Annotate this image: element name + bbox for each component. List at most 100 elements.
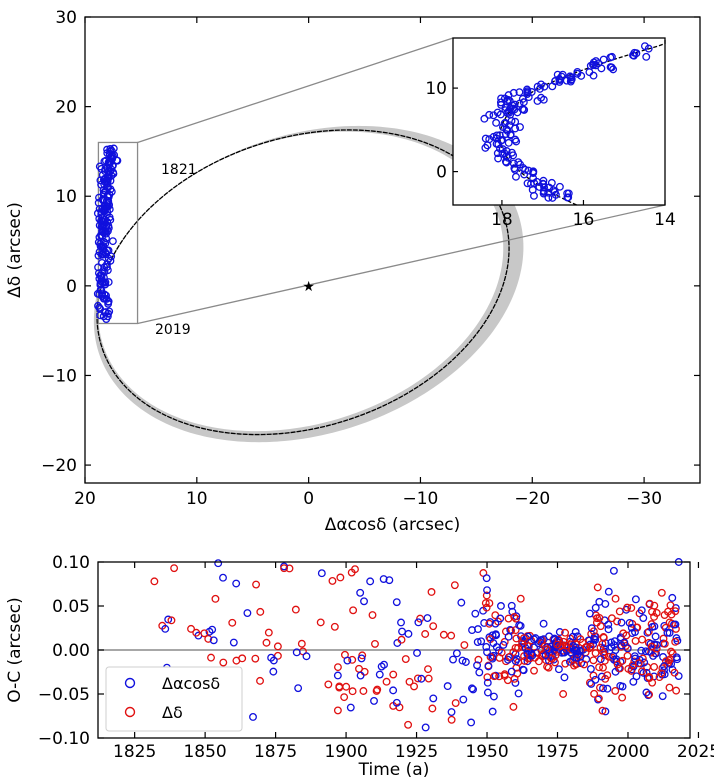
inset-point (509, 104, 518, 113)
residual-point-dec (624, 664, 633, 673)
residual-point-dec (447, 631, 456, 640)
residual-point-dec (590, 689, 599, 698)
residual-point-ra (555, 628, 564, 636)
residual-point-dec (421, 630, 430, 638)
residual-point-ra (429, 694, 438, 703)
residual-point-dec (631, 636, 640, 645)
residual-point-dec (451, 699, 460, 707)
residual-point-ra (604, 625, 613, 634)
residual-point-ra (528, 651, 537, 660)
residual-point-dec (595, 663, 604, 672)
oc-x-tick-label: 1950 (465, 742, 508, 762)
inset-point (607, 63, 616, 72)
residual-point-dec (559, 690, 568, 698)
residual-point-ra (585, 609, 594, 618)
residual-point-dec (603, 671, 612, 680)
residual-point-ra (488, 631, 497, 640)
inset-point (494, 154, 503, 163)
residual-point-dec (578, 638, 587, 647)
x-tick-label: −20 (514, 489, 550, 509)
inset-point (521, 165, 530, 174)
residual-point-ra (603, 684, 612, 693)
residual-point-ra (591, 603, 600, 612)
oc-x-tick-label: 1825 (113, 742, 156, 762)
residual-point-dec (589, 656, 598, 665)
inset-point (493, 108, 502, 117)
residual-point-dec (561, 659, 570, 668)
residual-point-ra (607, 638, 616, 647)
observation-point (94, 251, 103, 260)
residual-y-axis-label: O-C (arcsec) (5, 597, 25, 703)
residual-point-dec (324, 680, 333, 689)
residual-point-dec (561, 628, 570, 637)
inset-point (555, 182, 564, 191)
residual-point-dec (530, 666, 538, 675)
residual-point-ra (164, 615, 173, 624)
observation-point (101, 227, 109, 235)
residual-point-dec (672, 686, 681, 695)
residual-point-dec (589, 671, 598, 680)
residual-point-dec (252, 580, 261, 589)
residual-point-ra (219, 573, 227, 582)
inset-point (530, 191, 538, 200)
residual-point-ra (229, 638, 238, 647)
residual-point-dec (608, 653, 617, 662)
residual-point-dec (661, 623, 670, 632)
residual-point-ra (568, 632, 577, 641)
residual-point-ra (627, 623, 636, 632)
residual-point-ra (499, 640, 508, 649)
residual-point-ra (600, 647, 609, 656)
zoom-connector-top (137, 37, 454, 144)
residual-point-dec (360, 667, 369, 676)
residual-point-ra (637, 646, 646, 655)
residual-point-dec (652, 644, 661, 653)
residual-point-ra (269, 667, 278, 676)
residual-point-dec (623, 651, 632, 660)
annotation-1821: 1821 (161, 162, 197, 178)
residual-point-dec (413, 674, 422, 683)
residual-point-dec (371, 639, 379, 648)
residual-point-ra (370, 696, 378, 705)
residual-point-ra (489, 639, 498, 648)
residual-point-ra (496, 614, 505, 623)
observation-point (102, 263, 111, 271)
legend-label-dec: Δδ (162, 703, 183, 722)
residual-point-ra (609, 566, 618, 575)
oc-x-tick-label: 2000 (606, 742, 649, 762)
residual-point-dec (509, 702, 518, 711)
observation-point (100, 157, 109, 166)
residual-point-ra (535, 637, 544, 646)
inset-point (505, 96, 514, 105)
residual-point-ra (457, 598, 466, 607)
observation-arc (93, 144, 122, 323)
residual-point-dec (648, 607, 656, 616)
inset-point (498, 145, 507, 154)
residual-point-ra (660, 662, 669, 671)
inset-point (535, 84, 544, 93)
residual-point-ra (660, 670, 669, 679)
residual-point-dec (634, 659, 643, 668)
residual-point-dec (401, 655, 410, 664)
residual-point-dec (662, 657, 670, 666)
inset-point (492, 118, 501, 127)
inset-point (644, 44, 653, 53)
residual-point-ra (648, 622, 657, 631)
residual-point-ra (511, 678, 520, 687)
residual-point-ra (482, 642, 491, 651)
residual-point-dec (397, 635, 406, 644)
residual-point-dec (615, 607, 624, 616)
oc-y-tick-label: 0.00 (52, 641, 90, 661)
residual-point-ra (356, 588, 365, 597)
residual-point-ra (380, 660, 388, 669)
inset-point (500, 119, 509, 128)
residual-point-ra (385, 576, 394, 585)
residual-point-dec (664, 607, 672, 616)
residual-point-ra (651, 632, 660, 641)
residual-point-dec (427, 588, 436, 596)
residual-point-dec (264, 628, 273, 637)
observation-point (104, 192, 113, 201)
observation-point (95, 303, 104, 312)
y-tick-label: 0 (66, 277, 77, 297)
residual-point-ra (610, 637, 619, 646)
